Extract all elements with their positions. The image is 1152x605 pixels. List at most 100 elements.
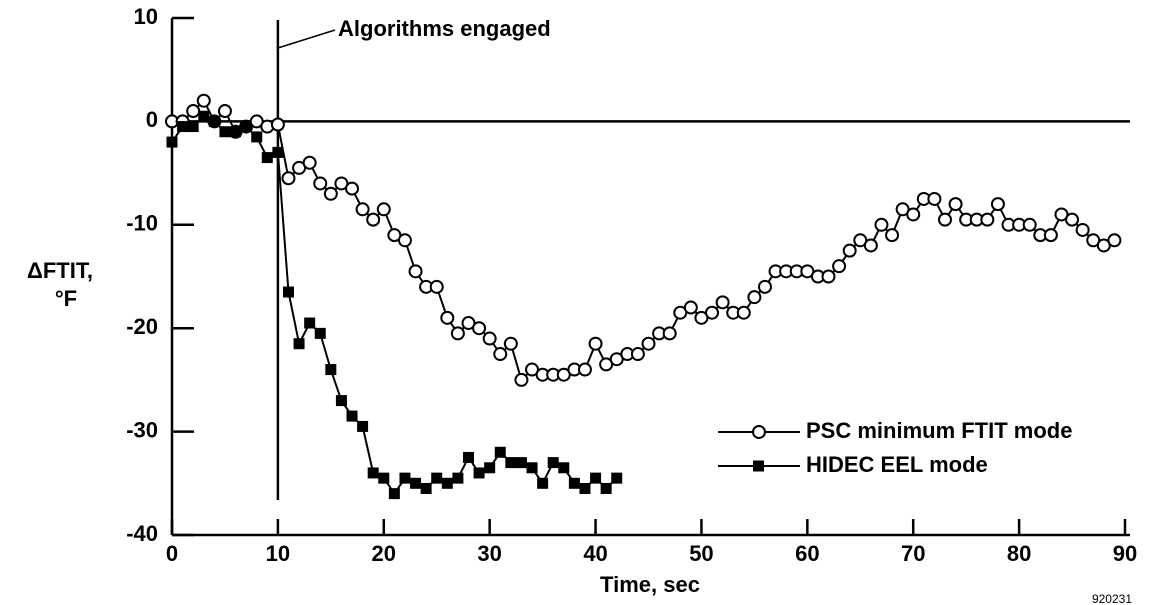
y-axis-label: °F	[55, 286, 77, 311]
marker	[177, 121, 189, 133]
marker	[440, 310, 455, 325]
marker	[410, 477, 422, 489]
x-tick-label: 50	[689, 541, 713, 566]
marker	[1075, 222, 1090, 237]
marker	[715, 295, 730, 310]
marker	[367, 467, 379, 479]
marker	[325, 364, 337, 376]
marker	[186, 104, 201, 119]
marker	[588, 336, 603, 351]
marker	[482, 331, 497, 346]
marker	[600, 482, 612, 494]
marker	[335, 395, 347, 407]
marker	[906, 207, 921, 222]
marker	[927, 191, 942, 206]
marker	[568, 477, 580, 489]
marker	[579, 482, 591, 494]
y-tick-label: -30	[126, 417, 158, 442]
marker	[270, 117, 285, 132]
marker	[526, 462, 538, 474]
marker	[1022, 217, 1037, 232]
marker	[842, 243, 857, 258]
marker	[357, 420, 369, 432]
marker	[885, 228, 900, 243]
marker	[376, 202, 391, 217]
marker	[515, 457, 527, 469]
marker	[219, 126, 231, 138]
marker	[990, 197, 1005, 212]
marker	[198, 110, 210, 122]
marker	[388, 488, 400, 500]
marker	[484, 462, 496, 474]
series-line	[171, 114, 618, 496]
y-tick-label: 10	[134, 4, 158, 29]
marker	[874, 217, 889, 232]
marker	[948, 197, 963, 212]
annotation-text: Algorithms engaged	[338, 16, 551, 41]
y-tick-label: -40	[126, 521, 158, 546]
marker	[747, 290, 762, 305]
marker	[641, 336, 656, 351]
marker	[1107, 233, 1122, 248]
x-tick-label: 60	[795, 541, 819, 566]
marker	[558, 462, 570, 474]
marker	[313, 176, 328, 191]
marker	[208, 115, 220, 127]
marker	[547, 457, 559, 469]
marker	[821, 269, 836, 284]
marker	[705, 305, 720, 320]
y-tick-label: 0	[146, 107, 158, 132]
marker	[493, 347, 508, 362]
marker	[217, 104, 232, 119]
marker	[537, 477, 549, 489]
marker	[431, 472, 443, 484]
legend-label: HIDEC EEL mode	[806, 452, 988, 477]
marker	[397, 233, 412, 248]
marker	[473, 467, 485, 479]
x-tick-label: 40	[583, 541, 607, 566]
marker	[630, 347, 645, 362]
marker	[505, 457, 517, 469]
marker	[472, 321, 487, 336]
marker	[1043, 228, 1058, 243]
marker	[441, 477, 453, 489]
x-tick-label: 90	[1113, 541, 1137, 566]
y-axis-label: ΔFTIT,	[27, 258, 93, 283]
marker	[408, 264, 423, 279]
x-tick-label: 30	[477, 541, 501, 566]
marker	[304, 317, 316, 329]
marker	[863, 238, 878, 253]
marker	[590, 472, 602, 484]
legend-marker	[753, 460, 764, 472]
marker	[261, 152, 273, 164]
marker	[314, 327, 326, 339]
annotation-leader	[277, 29, 336, 49]
y-tick-label: -10	[126, 211, 158, 236]
marker	[937, 212, 952, 227]
marker	[611, 472, 623, 484]
figure-id: 920231	[1092, 592, 1132, 605]
marker	[230, 126, 242, 138]
marker	[736, 305, 751, 320]
marker	[420, 482, 432, 494]
marker	[366, 212, 381, 227]
marker	[662, 326, 677, 341]
legend-marker	[752, 425, 766, 439]
marker	[832, 259, 847, 274]
marker	[494, 446, 506, 458]
marker	[378, 472, 390, 484]
marker	[323, 186, 338, 201]
y-tick-label: -20	[126, 314, 158, 339]
marker	[429, 279, 444, 294]
series-line	[172, 99, 1115, 382]
marker	[196, 93, 211, 108]
marker	[462, 451, 474, 463]
marker	[399, 472, 411, 484]
marker	[345, 181, 360, 196]
marker	[281, 171, 296, 186]
x-axis-label: Time, sec	[600, 572, 700, 597]
marker	[757, 279, 772, 294]
marker	[1065, 212, 1080, 227]
legend-label: PSC minimum FTIT mode	[806, 418, 1072, 443]
